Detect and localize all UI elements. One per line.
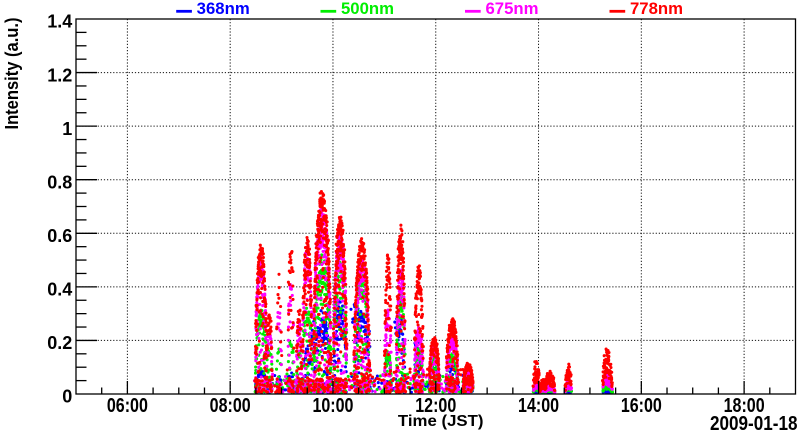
svg-text:16:00: 16:00: [621, 395, 662, 417]
svg-text:06:00: 06:00: [107, 395, 148, 417]
svg-text:778nm: 778nm: [630, 0, 683, 18]
svg-text:1: 1: [62, 119, 72, 139]
svg-text:675nm: 675nm: [486, 0, 539, 18]
svg-text:1.4: 1.4: [47, 12, 72, 32]
svg-text:1.2: 1.2: [47, 65, 72, 85]
svg-text:0.4: 0.4: [47, 280, 72, 300]
svg-text:0.8: 0.8: [47, 172, 72, 192]
svg-text:0: 0: [62, 387, 72, 407]
svg-text:14:00: 14:00: [518, 395, 559, 417]
svg-text:12:00: 12:00: [415, 395, 456, 417]
svg-text:18:00: 18:00: [724, 395, 765, 417]
svg-text:08:00: 08:00: [210, 395, 251, 417]
svg-text:Intensity (a.u.): Intensity (a.u.): [2, 18, 22, 130]
svg-text:0.6: 0.6: [47, 226, 72, 246]
svg-text:368nm: 368nm: [197, 0, 250, 18]
svg-text:0.2: 0.2: [47, 333, 72, 353]
svg-text:2009-01-18: 2009-01-18: [710, 413, 798, 434]
svg-text:500nm: 500nm: [341, 0, 394, 18]
svg-text:10:00: 10:00: [312, 395, 353, 417]
svg-text:Time (JST): Time (JST): [398, 413, 484, 430]
